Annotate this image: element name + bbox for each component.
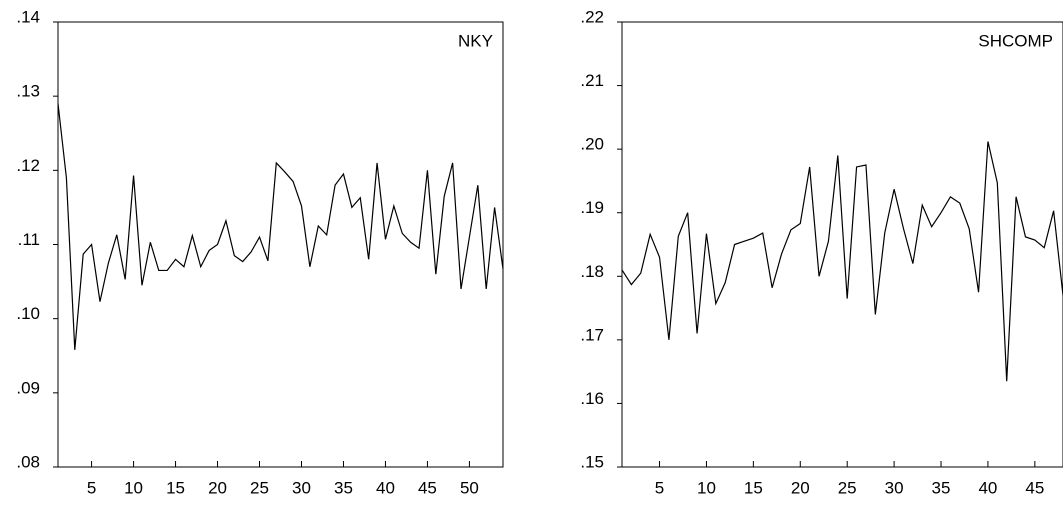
x-tick-label: 20 bbox=[791, 478, 810, 497]
x-tick-label: 10 bbox=[124, 478, 143, 497]
x-tick-label: 45 bbox=[1025, 478, 1044, 497]
x-tick-label: 30 bbox=[292, 478, 311, 497]
y-tick-label: .21 bbox=[580, 71, 604, 90]
x-tick-label: 45 bbox=[418, 478, 437, 497]
plot-frame bbox=[57, 21, 504, 468]
y-tick-label: .18 bbox=[580, 262, 604, 281]
x-tick-label: 5 bbox=[87, 478, 96, 497]
x-tick-label: 35 bbox=[334, 478, 353, 497]
x-tick-label: 20 bbox=[208, 478, 227, 497]
y-tick-label: .08 bbox=[16, 452, 40, 471]
x-tick-label: 40 bbox=[376, 478, 395, 497]
x-tick-label: 25 bbox=[250, 478, 269, 497]
y-tick-label: .12 bbox=[16, 156, 40, 175]
plot-frame bbox=[621, 21, 1063, 468]
line bbox=[57, 103, 504, 350]
y-tick-label: .20 bbox=[580, 135, 604, 154]
legend-label: NKY bbox=[458, 31, 493, 50]
y-tick-label: .22 bbox=[580, 7, 604, 26]
x-tick-label: 25 bbox=[838, 478, 857, 497]
y-tick-label: .10 bbox=[16, 304, 40, 323]
legend-label: SHCOMP bbox=[978, 31, 1053, 50]
x-tick-label: 5 bbox=[655, 478, 664, 497]
x-tick-label: 15 bbox=[744, 478, 763, 497]
y-tick-label: .09 bbox=[16, 378, 40, 397]
y-tick-label: .15 bbox=[580, 452, 604, 471]
x-tick-label: 40 bbox=[978, 478, 997, 497]
x-tick-label: 30 bbox=[885, 478, 904, 497]
y-tick-label: .11 bbox=[18, 230, 40, 249]
x-tick-label: 50 bbox=[460, 478, 479, 497]
y-tick-label: .13 bbox=[16, 82, 40, 101]
x-tick-label: 15 bbox=[166, 478, 185, 497]
x-tick-label: 35 bbox=[932, 478, 951, 497]
y-tick-label: .19 bbox=[580, 198, 604, 217]
y-tick-label: .17 bbox=[580, 325, 604, 344]
x-tick-label: 10 bbox=[697, 478, 716, 497]
y-tick-label: .16 bbox=[580, 389, 604, 408]
y-tick-label: .14 bbox=[16, 7, 40, 26]
line bbox=[621, 141, 1063, 382]
